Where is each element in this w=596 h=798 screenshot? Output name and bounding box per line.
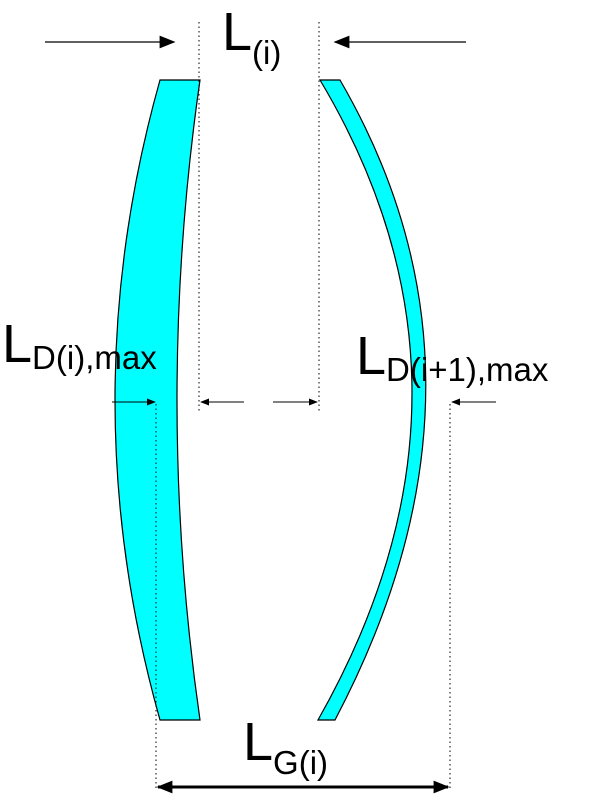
label-L-D-i-max: LD(i),max	[2, 314, 157, 376]
dotted-guides	[155, 22, 451, 790]
label-L-D-i1-max: LD(i+1),max	[356, 326, 549, 388]
label-L-i: L(i)	[222, 2, 281, 71]
right-plate	[316, 79, 427, 721]
label-L-G-i: LG(i)	[243, 712, 328, 781]
left-plate	[114, 79, 201, 721]
